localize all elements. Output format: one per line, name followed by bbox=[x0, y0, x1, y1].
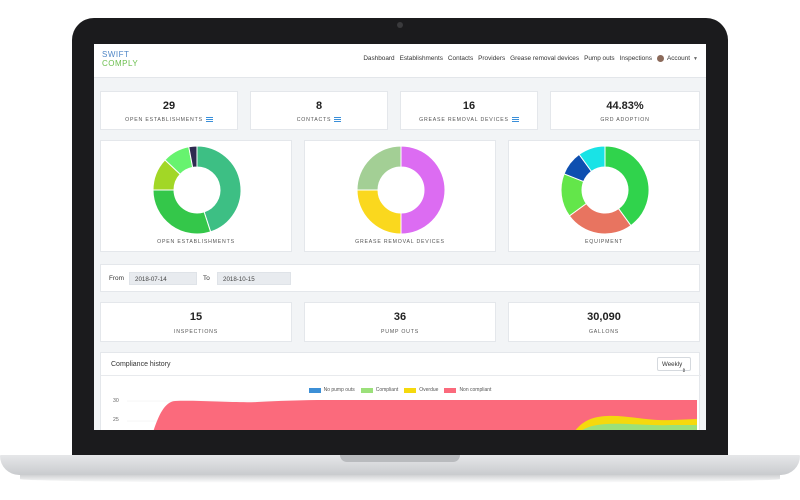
open-establishments-slice-0[interactable] bbox=[196, 145, 242, 233]
logo[interactable]: SWIFT COMPLY bbox=[102, 50, 146, 68]
donut-label: OPEN ESTABLISHMENTS bbox=[157, 239, 235, 245]
stat-value: 15 bbox=[189, 311, 203, 323]
stat-card-inspections: 15 INSPECTIONS bbox=[100, 302, 292, 342]
stat-card-pump-outs: 36 PUMP OUTS bbox=[304, 302, 496, 342]
donut-chart-open-establishments bbox=[152, 145, 242, 235]
stat-label-text: CONTACTS bbox=[296, 117, 332, 123]
open-establishments-slice-1[interactable] bbox=[152, 189, 212, 235]
to-date-input[interactable]: 2018-10-15 bbox=[217, 272, 291, 285]
legend-compliant[interactable]: Compliant bbox=[360, 387, 399, 393]
to-label: To bbox=[203, 275, 210, 282]
stat-label: INSPECTIONS bbox=[174, 329, 218, 335]
nav-links: Dashboard Establishments Contacts Provid… bbox=[358, 55, 698, 62]
period-select-value: Weekly bbox=[662, 361, 683, 368]
donut-card-equipment: EQUIPMENT bbox=[508, 140, 700, 252]
equipment-slice-0[interactable] bbox=[604, 145, 650, 227]
caret-down-icon: ▼ bbox=[693, 55, 698, 62]
donut-label: EQUIPMENT bbox=[584, 239, 624, 245]
nav-grease-removal-devices[interactable]: Grease removal devices bbox=[510, 55, 580, 62]
stat-label: CONTACTS bbox=[251, 117, 387, 123]
donut-chart-equipment bbox=[560, 145, 650, 235]
compliance-title: Compliance history bbox=[111, 361, 171, 368]
nav-establishments[interactable]: Establishments bbox=[399, 55, 443, 62]
chart-legend: No pump outs Compliant Overdue Non compl… bbox=[101, 387, 699, 393]
stat-card-gallons: 30,090 GALLONS bbox=[508, 302, 700, 342]
stat-label: GALLONS bbox=[588, 329, 620, 335]
top-nav: SWIFT COMPLY Dashboard Establishments Co… bbox=[94, 44, 706, 78]
stat-value: 16 bbox=[462, 100, 476, 112]
updown-icon: ⇕ bbox=[681, 368, 686, 374]
date-filter-bar: From 2018-07-14 To 2018-10-15 bbox=[100, 264, 700, 292]
stat-label-text: OPEN ESTABLISHMENTS bbox=[125, 117, 203, 123]
stat-card-grd-adoption: 44.83% GRD ADOPTION bbox=[550, 91, 700, 130]
legend-text: Overdue bbox=[419, 387, 439, 393]
nav-providers[interactable]: Providers bbox=[478, 55, 506, 62]
account-label: Account bbox=[666, 55, 691, 62]
legend-text: Compliant bbox=[375, 387, 399, 393]
legend-no-pump-outs[interactable]: No pump outs bbox=[308, 387, 355, 393]
donut-chart-grease-removal-devices bbox=[356, 145, 446, 235]
grease-removal-devices-slice-1[interactable] bbox=[356, 189, 402, 235]
stat-value: 36 bbox=[393, 311, 407, 323]
y-tick-25: 25 bbox=[113, 417, 119, 423]
donut-card-grease-removal-devices: GREASE REMOVAL DEVICES bbox=[304, 140, 496, 252]
laptop-notch bbox=[340, 455, 460, 462]
compliance-area-chart bbox=[127, 400, 697, 430]
stat-label: OPEN ESTABLISHMENTS bbox=[101, 117, 237, 123]
screen: SWIFT COMPLY Dashboard Establishments Co… bbox=[94, 44, 706, 430]
stat-card-grease-removal-devices: 16 GREASE REMOVAL DEVICES bbox=[400, 91, 538, 130]
stat-value: 30,090 bbox=[587, 311, 621, 323]
avatar bbox=[656, 55, 664, 62]
legend-text: No pump outs bbox=[323, 387, 355, 393]
stat-label: GREASE REMOVAL DEVICES bbox=[401, 117, 537, 123]
stat-card-contacts: 8 CONTACTS bbox=[250, 91, 388, 130]
area-non-compliant bbox=[153, 400, 697, 430]
nav-pump-outs[interactable]: Pump outs bbox=[584, 55, 615, 62]
stat-value: 44.83% bbox=[606, 100, 644, 112]
logo-line1: SWIFT bbox=[102, 50, 130, 59]
logo-line2: COMPLY bbox=[102, 59, 139, 68]
donut-label: GREASE REMOVAL DEVICES bbox=[355, 239, 445, 245]
grease-removal-devices-slice-2[interactable] bbox=[356, 145, 402, 191]
list-icon[interactable] bbox=[334, 117, 342, 123]
laptop-shadow bbox=[20, 475, 780, 483]
legend-swatch bbox=[444, 387, 457, 393]
legend-swatch bbox=[360, 387, 373, 393]
camera-dot bbox=[397, 22, 403, 28]
stat-value: 8 bbox=[315, 100, 323, 112]
stat-label-text: GREASE REMOVAL DEVICES bbox=[419, 117, 509, 123]
divider bbox=[101, 375, 701, 376]
stat-value: 29 bbox=[162, 100, 176, 112]
legend-text: Non compliant bbox=[459, 387, 492, 393]
legend-overdue[interactable]: Overdue bbox=[404, 387, 438, 393]
laptop-base bbox=[0, 455, 800, 475]
open-establishments-slice-4[interactable] bbox=[188, 145, 198, 168]
nav-contacts[interactable]: Contacts bbox=[447, 55, 474, 62]
nav-inspections[interactable]: Inspections bbox=[619, 55, 652, 62]
list-icon[interactable] bbox=[205, 117, 213, 123]
equipment-slice-4[interactable] bbox=[578, 145, 606, 173]
from-date-input[interactable]: 2018-07-14 bbox=[129, 272, 197, 285]
account-menu[interactable]: Account ▼ bbox=[656, 55, 698, 62]
compliance-history-card: Compliance history Weekly ⇕ No pump outs… bbox=[100, 352, 701, 430]
stat-label: PUMP OUTS bbox=[381, 329, 419, 335]
stat-label: GRD ADOPTION bbox=[600, 117, 650, 123]
grease-removal-devices-slice-0[interactable] bbox=[400, 145, 446, 235]
legend-swatch bbox=[404, 387, 417, 393]
period-select[interactable]: Weekly ⇕ bbox=[657, 357, 691, 374]
list-icon[interactable] bbox=[511, 117, 519, 123]
donut-card-open-establishments: OPEN ESTABLISHMENTS bbox=[100, 140, 292, 252]
area-compliant bbox=[582, 423, 697, 430]
legend-non-compliant[interactable]: Non compliant bbox=[444, 387, 491, 393]
y-tick-30: 30 bbox=[113, 398, 119, 404]
stat-card-open-establishments: 29 OPEN ESTABLISHMENTS bbox=[100, 91, 238, 130]
nav-dashboard[interactable]: Dashboard bbox=[363, 55, 395, 62]
from-label: From bbox=[109, 275, 124, 282]
legend-swatch bbox=[308, 387, 321, 393]
